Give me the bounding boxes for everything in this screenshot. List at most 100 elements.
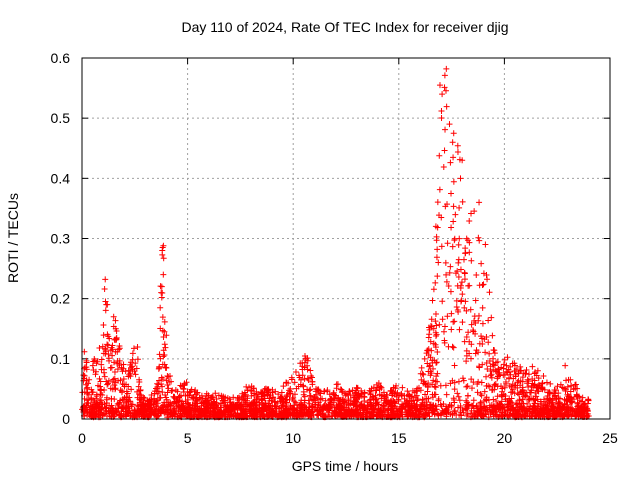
data-point [432,384,439,391]
data-point [498,391,505,398]
data-point [506,395,513,402]
data-point [353,410,360,417]
data-point [521,404,528,411]
data-point [166,378,173,385]
data-point [276,410,283,417]
data-point [534,367,541,374]
data-point [463,397,470,404]
data-point [161,318,168,325]
data-point [397,404,404,411]
data-point [167,411,174,418]
data-point [104,331,111,338]
data-point [459,198,466,205]
data-point [154,396,161,403]
data-point [440,328,447,335]
data-point [161,341,168,348]
data-point [433,359,440,366]
data-point [527,403,534,410]
data-point [449,139,456,146]
data-point [442,126,449,133]
data-point [198,407,205,414]
data-point [455,308,462,315]
data-point [491,382,498,389]
data-point [454,390,461,397]
data-point [463,406,470,413]
data-point [344,408,351,415]
data-point [366,413,373,420]
data-point [131,368,138,375]
data-point [356,404,363,411]
data-point [316,390,323,397]
data-point [470,397,477,404]
data-point [98,409,105,416]
data-point [126,407,133,414]
data-point [161,361,168,368]
data-point [109,405,116,412]
data-point [123,388,130,395]
data-point [373,381,380,388]
data-point [208,394,215,401]
data-point [457,175,464,182]
data-point [569,398,576,405]
data-point [460,256,467,263]
data-point [478,260,485,267]
data-point [210,404,217,411]
data-point [491,362,498,369]
data-point [521,393,528,400]
data-point [496,369,503,376]
data-point [563,377,570,384]
data-point [434,224,441,231]
data-point [157,283,164,290]
data-point [450,318,457,325]
data-point [156,408,163,415]
data-point [484,366,491,373]
data-point [316,407,323,414]
data-point [333,381,340,388]
data-point [256,407,263,414]
data-point [455,274,462,281]
data-point [444,313,451,320]
data-point [136,376,143,383]
data-point [220,393,227,400]
data-point [425,352,432,359]
data-point [269,389,276,396]
data-point [448,326,455,333]
data-point [301,393,308,400]
data-point [154,412,161,419]
data-point [426,363,433,370]
data-point [321,403,328,410]
data-point [337,398,344,405]
data-point [524,376,531,383]
data-point [434,273,441,280]
data-point [455,241,462,248]
data-point [355,391,362,398]
data-point [399,384,406,391]
grid-lines [82,58,610,419]
data-point [456,204,463,211]
data-point [234,395,241,402]
data-point [305,376,312,383]
data-point [463,352,470,359]
data-point [543,379,550,386]
data-point [104,301,111,308]
data-point [493,412,500,419]
data-point [161,402,168,409]
data-point [422,380,429,387]
data-point [322,397,329,404]
data-point [129,409,136,416]
data-point [347,400,354,407]
data-point [111,359,118,366]
data-point [240,393,247,400]
data-point [178,401,185,408]
data-point [438,403,445,410]
data-point [125,402,132,409]
data-point [548,403,555,410]
data-point [457,266,464,273]
data-point [480,281,487,288]
data-point [553,408,560,415]
data-point [424,388,431,395]
data-point [452,211,459,218]
data-point [270,412,277,419]
data-point [171,395,178,402]
data-point [580,408,587,415]
